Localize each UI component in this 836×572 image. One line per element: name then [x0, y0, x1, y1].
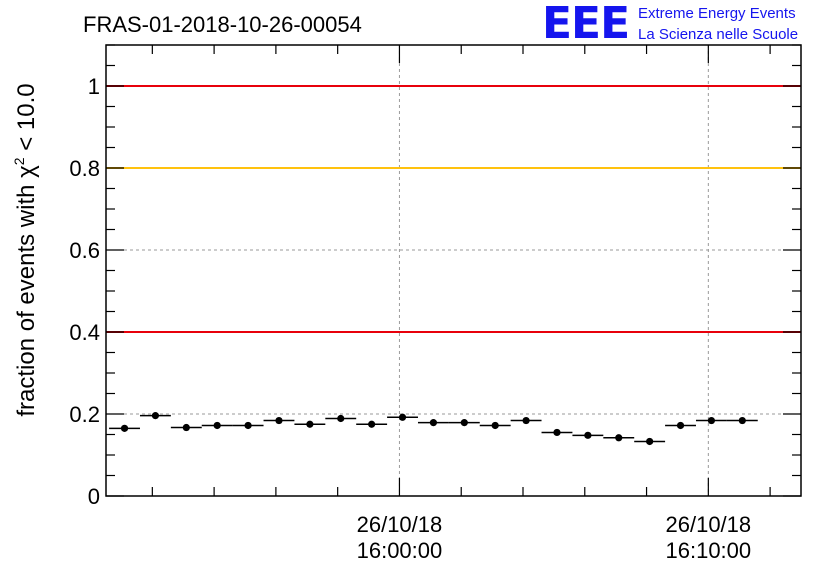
- data-point-marker: [120, 424, 129, 432]
- data-point: [479, 421, 511, 430]
- x-tick-label-date: 26/10/18: [666, 512, 752, 537]
- data-point: [726, 416, 758, 425]
- y-axis-label-chi: χ: [13, 165, 40, 178]
- data-point-marker: [368, 420, 376, 428]
- grid-layer: [106, 45, 801, 496]
- data-point: [510, 416, 542, 425]
- data-point-marker: [491, 421, 499, 430]
- logo-line1: Extreme Energy Events: [638, 5, 796, 22]
- data-point: [201, 421, 233, 430]
- y-axis-label: fraction of events with χ2 < 10.0: [11, 83, 40, 416]
- x-tick-label-time: 16:10:00: [666, 538, 752, 563]
- data-point: [541, 428, 573, 437]
- data-point-marker: [738, 416, 746, 425]
- data-point-marker: [213, 421, 221, 430]
- data-point-marker: [676, 421, 685, 430]
- data-point-marker: [584, 431, 592, 439]
- data-point-marker: [244, 421, 252, 430]
- data-point: [603, 434, 635, 442]
- data-point: [634, 437, 666, 446]
- plot-frame: [105, 44, 802, 497]
- y-axis-label-prefix: fraction of events with: [13, 178, 40, 417]
- data-point-marker: [553, 428, 561, 437]
- data-point: [448, 419, 480, 427]
- data-point-marker: [615, 434, 623, 442]
- data-point: [139, 412, 171, 420]
- data-point-marker: [398, 413, 407, 421]
- data-point: [387, 413, 418, 421]
- data-point: [263, 416, 295, 425]
- x-tick-label-time: 16:00:00: [357, 538, 443, 563]
- data-point-marker: [182, 423, 190, 432]
- eee-logo: EEE Extreme Energy Events La Scienza nel…: [542, 0, 798, 49]
- y-tick-label: 0.8: [69, 156, 100, 181]
- data-point: [695, 416, 727, 425]
- y-tick-label: 0.6: [69, 238, 100, 263]
- reference-lines: [106, 85, 801, 333]
- data-point: [417, 419, 449, 427]
- tick-labels: 00.20.40.60.8126/10/1816:00:0026/10/1816…: [69, 74, 751, 563]
- data-point: [356, 420, 388, 428]
- data-point-marker: [275, 416, 283, 425]
- data-point: [232, 421, 264, 430]
- x-tick-label-date: 26/10/18: [357, 512, 443, 537]
- data-point-marker: [522, 416, 530, 425]
- chart-title: FRAS-01-2018-10-26-00054: [83, 12, 362, 37]
- data-point-marker: [337, 414, 345, 423]
- data-point-marker: [646, 437, 654, 446]
- data-point-marker: [707, 416, 716, 425]
- axes: [105, 44, 802, 497]
- y-axis-label-sup: 2: [11, 157, 27, 165]
- data-points: [109, 412, 758, 446]
- y-tick-label: 0.4: [69, 320, 100, 345]
- logo-line2: La Scienza nelle Scuole: [638, 26, 798, 43]
- data-point-marker: [151, 412, 160, 420]
- data-point: [325, 414, 357, 423]
- data-point: [109, 424, 140, 432]
- y-tick-label: 0: [88, 484, 100, 509]
- data-point-marker: [460, 419, 468, 427]
- data-point: [665, 421, 696, 430]
- y-axis-label-suffix: < 10.0: [13, 83, 40, 157]
- logo-mark: EEE: [542, 0, 629, 49]
- y-tick-label: 0.2: [69, 402, 100, 427]
- data-point-marker: [429, 419, 438, 427]
- data-point: [572, 431, 604, 439]
- y-tick-label: 1: [88, 74, 100, 99]
- data-point: [170, 423, 202, 432]
- data-point: [294, 420, 326, 428]
- data-point-marker: [306, 420, 314, 428]
